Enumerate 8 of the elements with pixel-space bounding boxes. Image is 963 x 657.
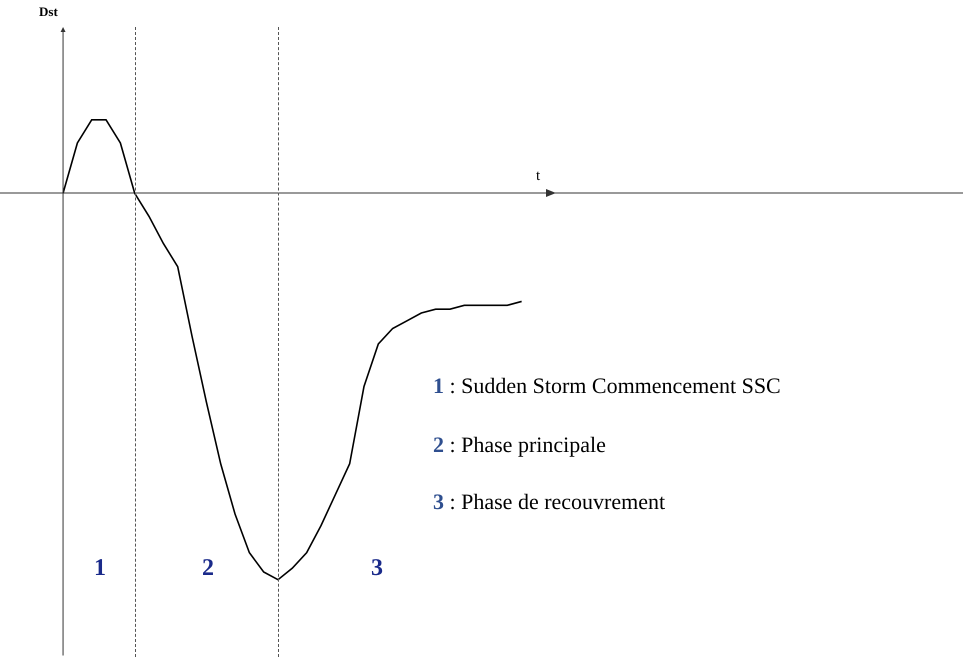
annotation: 3 xyxy=(371,555,383,581)
annotation: 2 : Phase principale xyxy=(433,432,606,457)
text: Dst xyxy=(39,4,58,19)
annotation: 1 xyxy=(94,555,106,581)
annotation: 1 : Sudden Storm Commencement SSC xyxy=(433,373,781,398)
x-axis-title: t xyxy=(536,168,541,184)
annotation: 2 xyxy=(202,555,214,581)
annotation: 3 : Phase de recouvrement xyxy=(433,489,666,514)
